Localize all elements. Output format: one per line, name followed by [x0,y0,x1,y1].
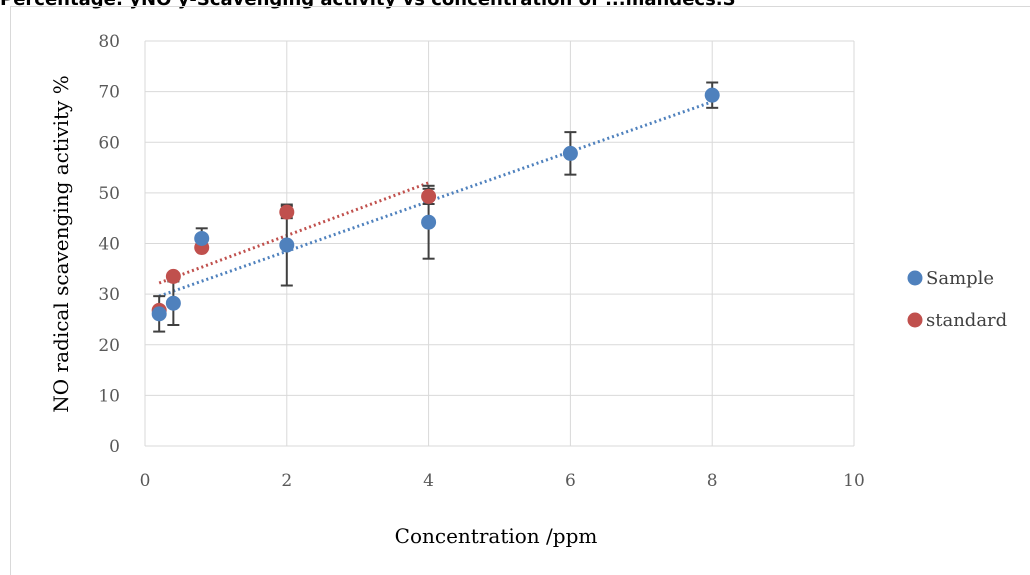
x-tick-label: 10 [843,471,865,491]
chart-title: Percentage: yNO y-Scavenging activity vs… [0,0,1030,11]
y-tick-label: 50 [98,184,120,204]
x-tick-labels: 0 2 4 6 8 10 [140,471,865,491]
y-tick-label: 20 [98,336,120,356]
x-tick-label: 0 [140,471,151,491]
x-tick-label: 6 [565,471,576,491]
legend: Sample standard [907,268,1007,331]
data-point-standard [279,204,295,220]
y-axis-title: NO radical scavenging activity % [49,75,73,412]
data-point-sample [165,295,181,311]
y-tick-label: 10 [98,386,120,406]
x-tick-label: 4 [423,471,434,491]
legend-label-standard: standard [926,310,1007,331]
trendline-sample [158,100,713,298]
y-tick-label: 70 [98,83,120,103]
y-tick-label: 60 [98,133,120,153]
y-tick-label: 40 [98,235,120,255]
data-point-sample [194,230,210,246]
data-point-sample [279,237,295,253]
x-axis-title: Concentration /ppm [395,524,598,548]
grid-lines [144,40,855,447]
data-point-sample [562,145,578,161]
legend-label-sample: Sample [926,268,994,289]
y-tick-labels: 0 10 20 30 40 50 60 70 80 [98,32,120,457]
x-tick-label: 8 [707,471,718,491]
data-point-standard [421,188,437,204]
data-points [151,87,720,322]
y-tick-label: 0 [109,437,120,457]
y-tick-label: 80 [98,32,120,52]
chart-frame [10,6,1030,575]
legend-marker-standard [907,312,923,328]
y-tick-label: 30 [98,285,120,305]
data-point-sample [151,306,167,322]
data-point-standard [165,268,181,284]
data-point-sample [704,87,720,103]
x-tick-label: 2 [281,471,292,491]
data-point-sample [421,214,437,230]
legend-marker-sample [907,270,923,286]
trendlines [158,100,713,298]
